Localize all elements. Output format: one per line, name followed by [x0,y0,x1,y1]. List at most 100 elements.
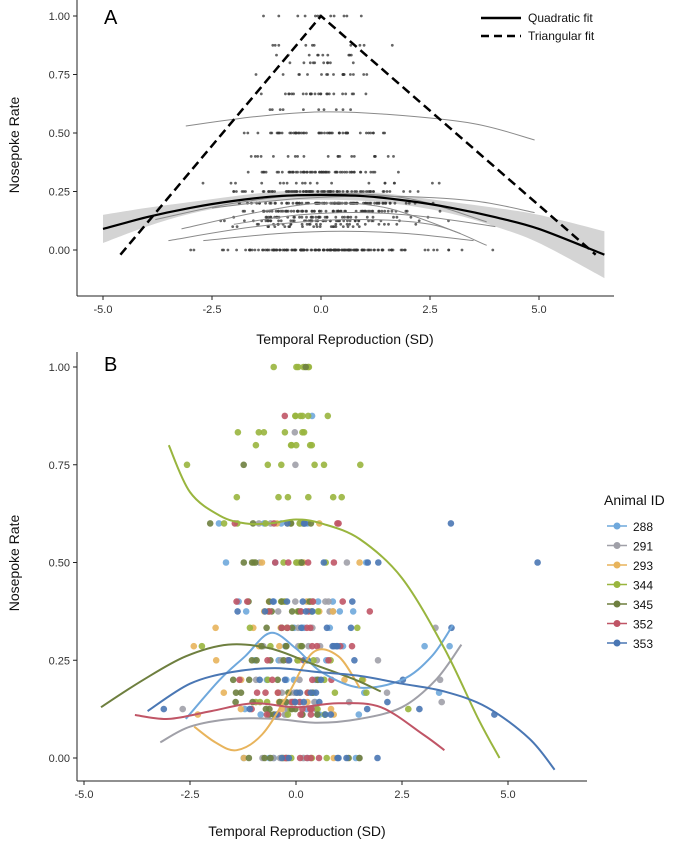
data-point-353 [309,608,316,615]
data-point [357,225,361,229]
data-point [242,190,246,193]
data-point [298,215,301,219]
panel-b-x-tick-label: -2.5 [181,789,200,801]
data-point [417,219,421,223]
data-point [351,225,355,229]
data-point [277,209,280,213]
data-point-352 [307,754,315,762]
panel-a-y-tick-label: 0.50 [49,128,70,140]
data-point [355,248,359,252]
data-point-353 [320,559,328,566]
data-point-353 [347,624,355,632]
data-point [299,170,303,174]
data-point [341,190,345,193]
data-point [338,155,342,158]
data-point [345,190,349,193]
data-point [270,108,274,111]
data-point [288,61,292,65]
data-point [365,131,368,135]
data-point [332,225,336,229]
data-point [253,155,257,158]
legend-label-352: 352 [633,618,653,632]
data-point-344 [255,429,263,436]
panel-b-y-tick-label: 0.75 [49,460,70,472]
data-point-344 [405,705,412,713]
data-point [365,215,369,219]
data-point [296,209,299,213]
data-point-345 [261,754,268,762]
data-point [388,201,392,205]
data-point [264,219,268,223]
data-point [395,215,399,219]
data-point [334,215,338,219]
data-point [281,73,285,76]
data-point [362,43,366,47]
data-point [349,73,352,76]
data-point-288 [446,642,453,650]
data-point-345 [245,676,253,684]
smooth-line-288 [185,624,454,720]
data-point [363,209,367,213]
data-point [301,209,304,213]
data-point [244,248,248,252]
panel-b-x-tick-label: 5.0 [500,789,515,801]
data-point-345 [248,657,256,664]
smooth-line-344 [167,444,501,759]
data-point [285,209,289,213]
data-point-344 [183,461,191,469]
data-point [291,219,295,223]
data-point-291 [345,698,353,706]
data-point [322,108,326,111]
data-point [314,14,317,18]
data-point-352 [313,642,321,650]
data-point-352 [262,689,269,696]
data-point [273,225,277,229]
data-point [284,92,287,96]
data-point [414,222,418,226]
panel-a-letter: A [104,7,118,29]
data-point-291 [438,698,446,706]
data-point [330,181,333,185]
data-point [274,209,278,213]
data-point-353 [447,520,455,527]
data-point [318,209,321,213]
data-point [267,225,270,229]
data-point-353 [283,598,291,605]
data-point-352 [315,754,323,762]
legend-quadratic-label: Quadratic fit [528,11,593,25]
data-point [342,248,345,252]
data-point [367,219,370,223]
data-point [278,108,282,111]
data-point-291 [383,689,391,696]
data-point-352 [271,559,279,566]
data-point [288,225,292,229]
data-point [319,92,323,96]
data-point [342,219,346,223]
data-point [375,201,379,205]
panel-a-legend: Quadratic fit Triangular fit [481,11,595,43]
data-point [281,108,285,111]
data-point-353 [278,754,286,762]
data-point [315,225,319,229]
data-point [301,92,305,96]
panel-b-smooth-lines [100,444,556,771]
data-point [359,14,363,18]
data-point-353 [349,598,356,605]
data-point [292,190,296,193]
data-point [299,131,303,135]
data-point [270,209,274,213]
data-point-345 [232,698,239,706]
data-point-352 [269,676,276,684]
data-point [338,170,342,174]
data-point-344 [284,493,292,501]
data-point-293 [356,559,363,566]
data-point [189,248,193,252]
data-point [386,209,390,213]
data-point-344 [198,642,206,650]
data-point [385,190,389,193]
data-point [285,248,289,252]
data-point [292,215,296,219]
data-point [371,131,375,135]
data-point-352 [309,598,317,605]
data-point [491,248,495,252]
